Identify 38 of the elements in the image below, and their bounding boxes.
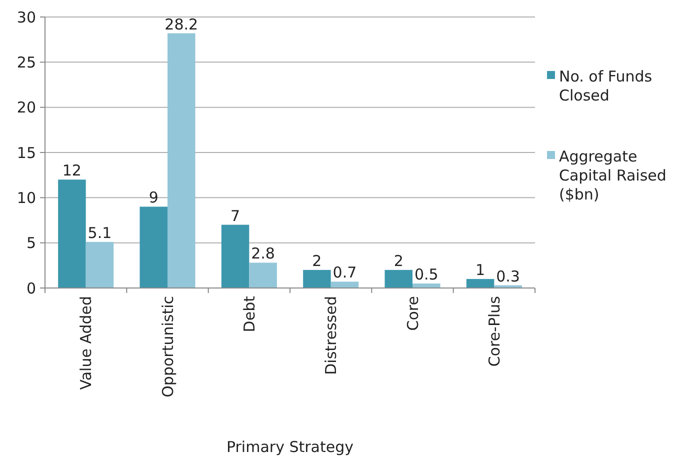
data-label: 2: [394, 252, 404, 270]
x-tick-label: Value Added: [77, 296, 96, 390]
x-tick-label: Core-Plus: [485, 296, 504, 367]
legend-label: No. of Funds Closed: [559, 67, 652, 104]
data-label: 28.2: [164, 15, 198, 34]
bar: [330, 282, 359, 288]
data-label: 9: [148, 188, 158, 207]
x-tick-label: Debt: [240, 296, 258, 332]
x-tick-label: Core: [404, 296, 422, 331]
x-axis-title: Primary Strategy: [226, 438, 354, 456]
data-label: 2: [312, 252, 322, 270]
bar: [58, 180, 86, 288]
data-label: 2.8: [251, 244, 275, 263]
y-tick-label: 30: [16, 8, 36, 26]
data-label: 0.3: [496, 267, 520, 286]
bar: [86, 242, 114, 288]
data-label: 12: [62, 162, 82, 180]
y-tick-label: 10: [16, 188, 36, 207]
x-tick-label: Opportunistic: [158, 296, 177, 398]
y-tick-label: 25: [16, 53, 36, 72]
bar: [249, 262, 277, 288]
bar: [384, 270, 412, 288]
bar: [303, 270, 331, 288]
y-tick-label: 20: [16, 98, 36, 117]
data-label: 0.5: [414, 265, 438, 284]
bar: [221, 224, 250, 288]
y-tick-label: 15: [16, 144, 36, 162]
data-label: 0.7: [332, 264, 357, 282]
data-label: 7: [230, 206, 240, 225]
bar: [168, 33, 196, 288]
data-label: 5.1: [88, 224, 112, 242]
legend-label: Aggregate Capital Raised ($bn): [559, 147, 666, 204]
bar: [140, 206, 168, 288]
data-label: 1: [476, 260, 486, 279]
y-tick-label: 5: [26, 234, 36, 252]
y-tick-label: 0: [26, 279, 36, 298]
bar: [466, 278, 494, 288]
x-tick-label: Distressed: [322, 296, 340, 375]
